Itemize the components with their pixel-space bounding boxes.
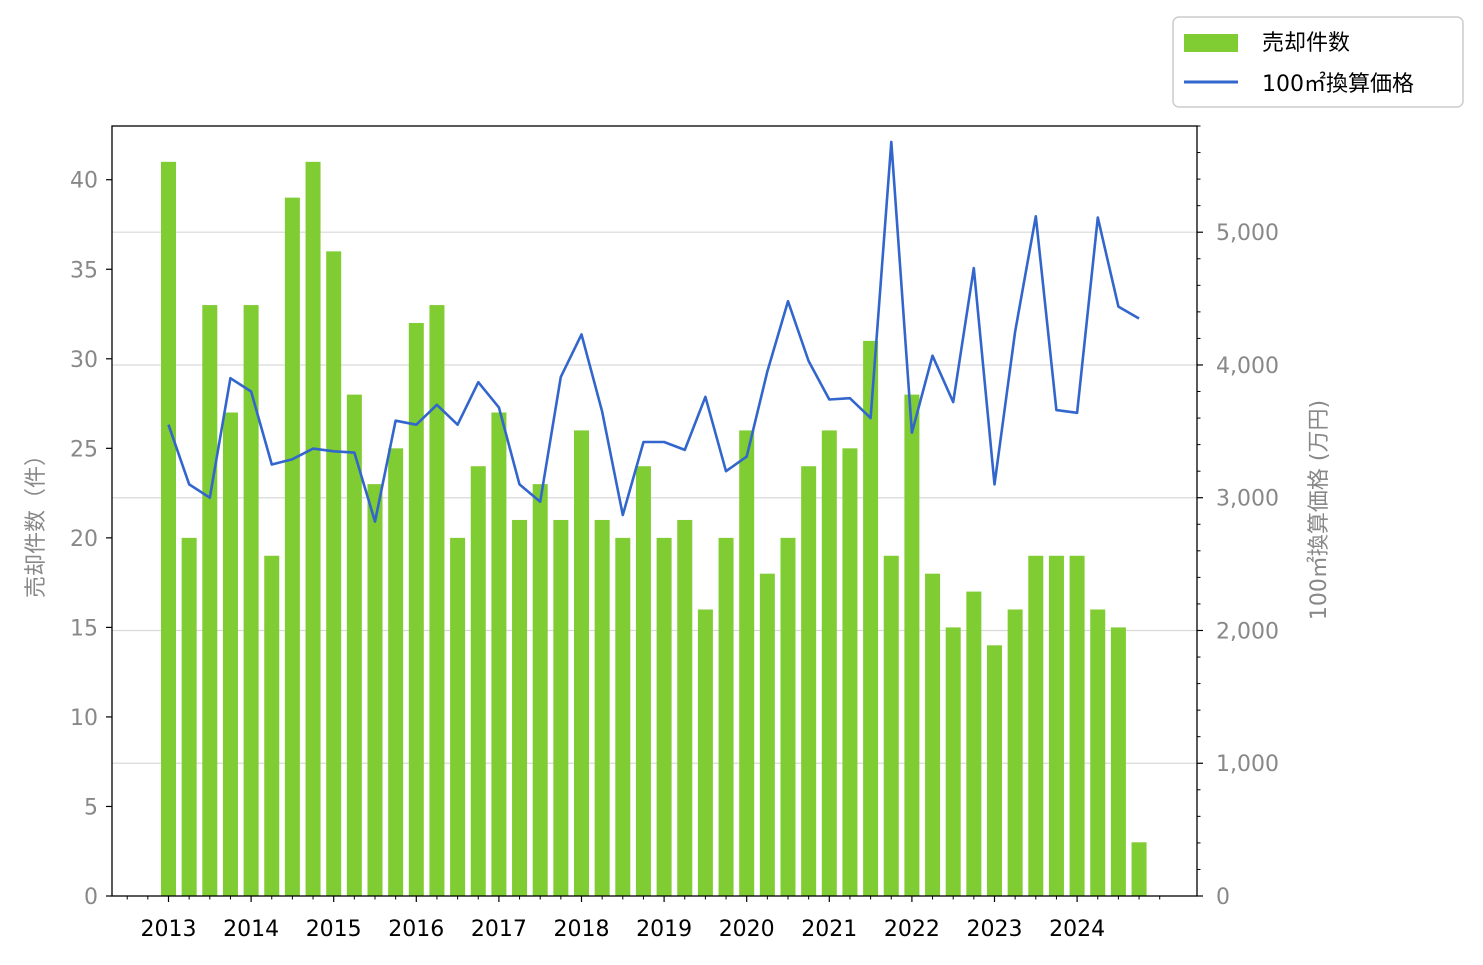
x-tick-label: 2022 — [884, 917, 940, 942]
left-axis-label: 売却件数（件） — [24, 444, 49, 598]
left-tick-label: 25 — [70, 437, 98, 462]
right-tick-label: 2,000 — [1216, 619, 1279, 644]
bar — [574, 430, 589, 896]
left-tick-label: 5 — [84, 795, 98, 820]
left-tick-label: 30 — [70, 348, 98, 373]
left-tick-label: 0 — [84, 885, 98, 910]
bar-series — [161, 161, 1147, 897]
bar — [470, 466, 486, 896]
bar — [615, 537, 631, 896]
bar — [491, 412, 507, 896]
bar — [945, 627, 961, 896]
bar — [759, 573, 775, 896]
legend: 売却件数 100㎡換算価格 — [1172, 16, 1464, 108]
bar — [780, 537, 796, 896]
left-tick-label: 15 — [70, 616, 98, 641]
right-axis-label: 100㎡換算価格 (万円) — [1306, 400, 1332, 620]
axes: 0 5 10 15 20 25 30 35 40 0 1,000 2,000 3,000 4,000 5,0… — [70, 125, 1279, 942]
bar — [284, 197, 300, 896]
left-tick-label: 40 — [70, 169, 98, 194]
bar — [1110, 627, 1126, 896]
bar — [635, 466, 651, 896]
legend-bar-swatch — [1184, 34, 1238, 52]
bar — [821, 430, 837, 896]
right-tick-label: 4,000 — [1216, 354, 1279, 379]
bar — [450, 537, 466, 896]
x-tick-label: 2021 — [801, 917, 857, 942]
bar — [1069, 555, 1085, 896]
legend-line-label: 100㎡換算価格 — [1262, 71, 1414, 97]
bar — [326, 251, 342, 897]
bar — [222, 412, 238, 896]
bar — [966, 591, 982, 896]
bar — [1090, 609, 1106, 896]
bar — [346, 394, 362, 896]
left-tick-label: 35 — [70, 258, 98, 283]
bar — [883, 555, 899, 896]
x-tick-label: 2023 — [967, 917, 1023, 942]
bar — [697, 609, 713, 896]
bar — [925, 573, 941, 896]
bar — [388, 448, 404, 896]
legend-box — [1172, 16, 1464, 108]
x-tick-label: 2024 — [1049, 917, 1105, 942]
bar — [1048, 555, 1064, 896]
bar — [594, 519, 610, 896]
bar — [801, 466, 817, 896]
right-tick-label: 0 — [1216, 885, 1230, 910]
bar — [161, 161, 176, 896]
bar — [181, 537, 197, 896]
legend-bar-label: 売却件数 — [1262, 31, 1350, 56]
bar — [1007, 609, 1023, 896]
bar — [512, 519, 528, 896]
bar — [904, 394, 920, 896]
bar — [739, 430, 755, 896]
bar — [429, 305, 445, 896]
x-tick-label: 2015 — [306, 917, 362, 942]
left-tick-label: 20 — [70, 527, 98, 552]
right-tick-label: 1,000 — [1216, 752, 1279, 777]
x-tick-label: 2018 — [554, 917, 610, 942]
x-tick-label: 2016 — [388, 917, 444, 942]
bar — [264, 555, 280, 896]
bar — [202, 305, 218, 896]
bar — [1131, 842, 1147, 896]
bar — [532, 484, 548, 896]
price-line — [167, 140, 1140, 523]
bar — [243, 305, 259, 896]
right-tick-label: 5,000 — [1216, 221, 1279, 246]
bar — [656, 537, 672, 896]
bar — [408, 322, 424, 896]
bar — [367, 484, 383, 896]
bar — [305, 161, 321, 896]
x-tick-label: 2020 — [719, 917, 775, 942]
x-tick-label: 2013 — [141, 917, 197, 942]
bar — [553, 519, 569, 896]
plot-frame — [111, 125, 1198, 897]
bar — [987, 645, 1002, 896]
x-tick-label: 2014 — [223, 917, 279, 942]
line-series — [167, 140, 1140, 523]
bar — [863, 340, 879, 896]
left-tick-label: 10 — [70, 706, 98, 731]
x-tick-label: 2019 — [636, 917, 692, 942]
bar — [1028, 555, 1044, 896]
x-tick-label: 2017 — [471, 917, 527, 942]
right-tick-label: 3,000 — [1216, 487, 1279, 512]
bar — [842, 448, 858, 896]
bar — [718, 537, 734, 896]
bar — [677, 519, 693, 896]
